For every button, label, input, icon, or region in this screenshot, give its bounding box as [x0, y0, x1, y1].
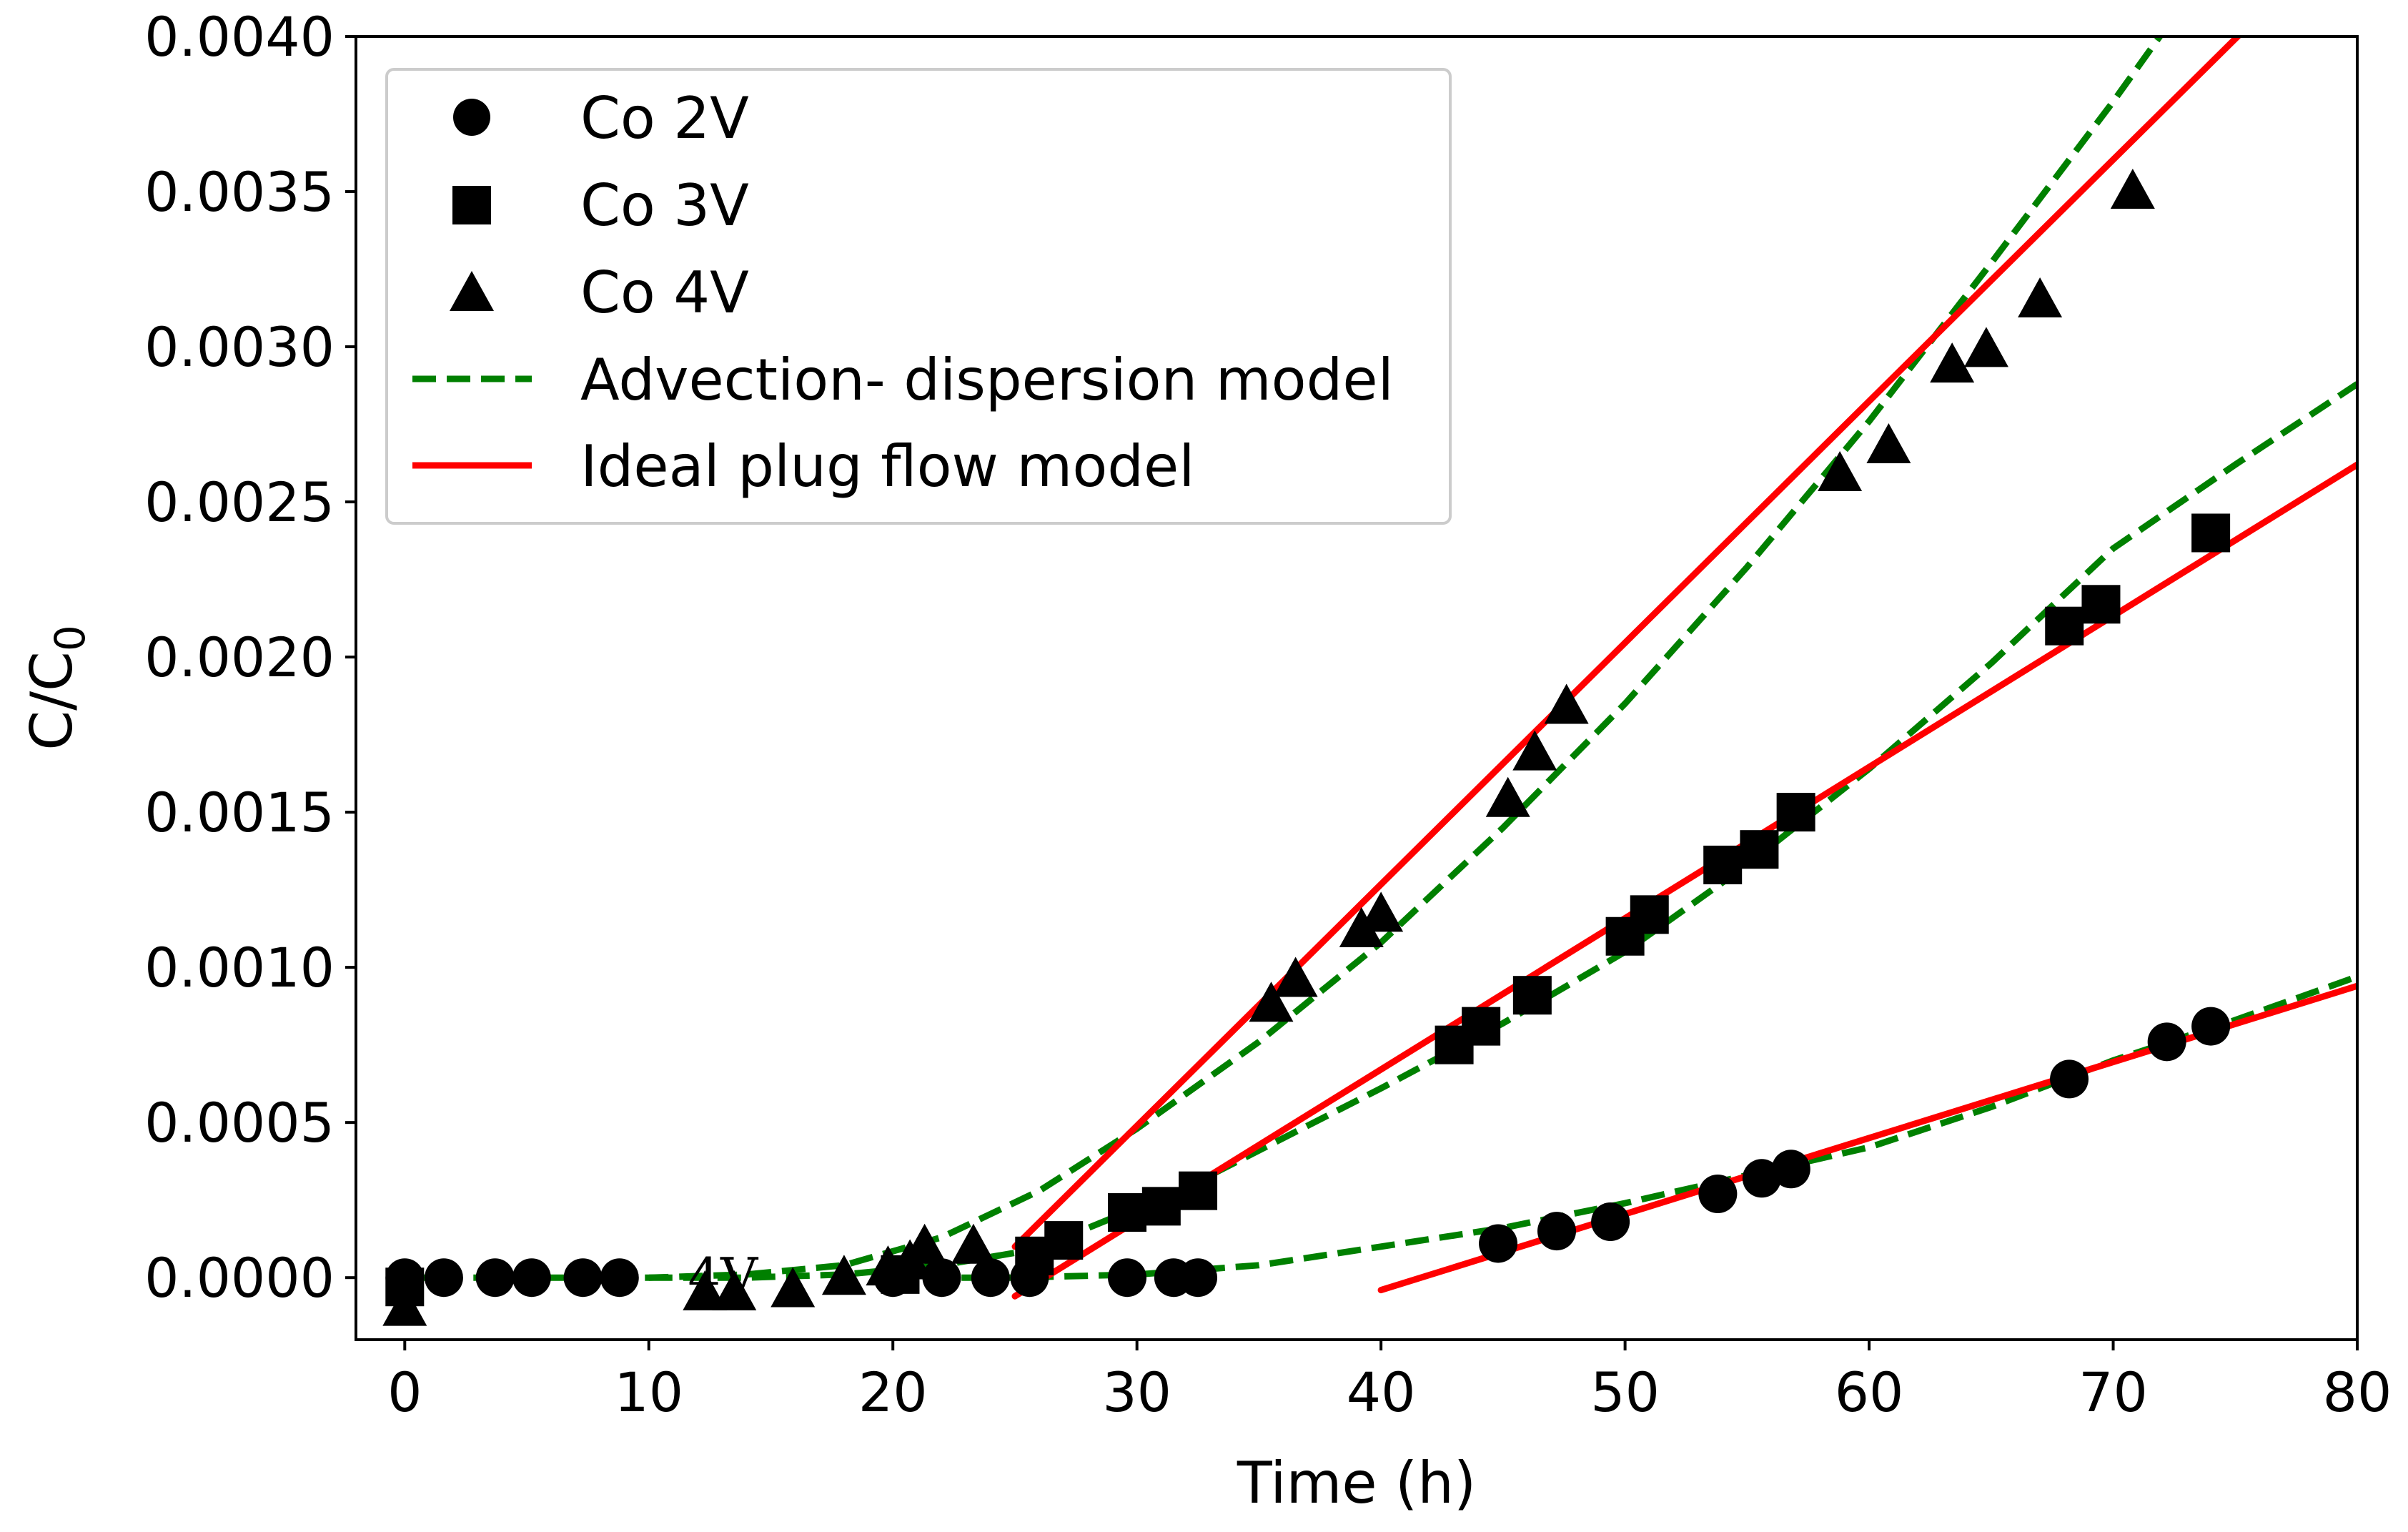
- y-tick-label: 0.0015: [144, 781, 335, 844]
- point-co-2v: [600, 1258, 639, 1298]
- point-co-2v: [1537, 1212, 1576, 1251]
- legend-marker-co-3v: [452, 186, 491, 224]
- x-tick-label: 0: [387, 1360, 422, 1424]
- ideal-plug-flow-line-0: [1011, 36, 2243, 1250]
- point-co-2v: [2050, 1059, 2089, 1099]
- point-co-2v: [1698, 1174, 1738, 1213]
- point-co-2v: [1479, 1224, 1518, 1263]
- y-axis-label: C/C0: [19, 625, 94, 751]
- point-co-4v: [382, 1285, 427, 1326]
- point-co-2v: [1591, 1202, 1630, 1242]
- point-co-3v: [1108, 1193, 1147, 1232]
- point-co-3v: [2081, 585, 2121, 624]
- x-tick-label: 10: [614, 1360, 683, 1424]
- point-co-2v: [1742, 1159, 1781, 1198]
- legend-label-co-2v: Co 2V: [580, 85, 749, 152]
- point-co-4v: [1512, 730, 1557, 771]
- y-axis-label-main: C/C: [19, 651, 85, 751]
- point-co-4v: [1963, 327, 2008, 367]
- x-tick-label: 40: [1347, 1360, 1416, 1424]
- point-co-3v: [2045, 606, 2084, 646]
- point-co-4v: [2018, 277, 2063, 317]
- legend-box: [385, 68, 1452, 525]
- point-co-3v: [1179, 1171, 1218, 1210]
- y-axis: 0.0000 0.0005 0.0010 0.0015 0.0020 0.0025 0.00…: [144, 5, 356, 1310]
- x-tick-label: 50: [1590, 1360, 1660, 1424]
- y-tick-label: 0.0010: [144, 936, 335, 999]
- point-co-2v: [2147, 1022, 2186, 1062]
- x-tick-label: 80: [2323, 1360, 2392, 1424]
- legend-marker-co-4v: [450, 271, 494, 311]
- x-tick-label: 60: [1835, 1360, 1904, 1424]
- point-co-2v: [922, 1258, 961, 1298]
- point-co-3v: [1703, 845, 1743, 884]
- point-co-3v: [2191, 513, 2231, 553]
- point-co-4v: [771, 1267, 816, 1308]
- legend-marker-co-2v: [453, 99, 490, 136]
- point-co-4v: [1359, 891, 1404, 932]
- legend-label-ideal-plug-flow: Ideal plug flow model: [580, 433, 1195, 500]
- point-co-2v: [424, 1258, 463, 1298]
- point-co-4v: [2110, 169, 2155, 209]
- x-tick-label: 70: [2078, 1360, 2148, 1424]
- x-tick-label: 20: [858, 1360, 928, 1424]
- point-co-4v: [1818, 451, 1863, 492]
- point-co-4v: [1485, 776, 1530, 817]
- point-co-3v: [1630, 895, 1669, 934]
- x-tick-label: 30: [1102, 1360, 1171, 1424]
- plot-area: [382, 36, 2357, 1326]
- point-co-3v: [1776, 793, 1815, 832]
- point-co-4v: [1930, 342, 1975, 383]
- point-co-2v: [2191, 1007, 2231, 1046]
- annotation-4v: 4V: [688, 1247, 759, 1307]
- x-axis: 0 10 20 30 40 50 60 70 80: [387, 1340, 2392, 1424]
- legend-label-advection-dispersion: Advection- dispersion model: [580, 347, 1394, 413]
- point-co-2v: [1179, 1258, 1218, 1298]
- point-co-4v: [1544, 683, 1589, 724]
- legend-label-co-4v: Co 4V: [580, 260, 749, 326]
- legend: Co 2V Co 3V Co 4V Advection- dispersion …: [385, 68, 1452, 525]
- point-co-3v: [1512, 976, 1552, 1015]
- point-co-4v: [1273, 957, 1318, 997]
- point-co-2v: [475, 1258, 515, 1298]
- x-axis-label: Time (h): [1237, 1450, 1476, 1516]
- point-co-4v: [712, 1270, 757, 1310]
- point-co-3v: [1044, 1221, 1084, 1260]
- y-axis-label-subscript: 0: [46, 625, 94, 651]
- point-co-2v: [1771, 1150, 1810, 1189]
- y-tick-label: 0.0025: [144, 470, 335, 534]
- point-co-3v: [1141, 1187, 1181, 1226]
- point-co-4v: [902, 1223, 947, 1264]
- point-co-4v: [1866, 422, 1911, 463]
- point-co-2v: [563, 1258, 603, 1298]
- point-co-4v: [683, 1270, 728, 1310]
- plot-frame: [355, 35, 2359, 1341]
- point-co-4v: [821, 1255, 866, 1295]
- point-co-3v: [1740, 830, 1779, 869]
- y-tick-label: 0.0040: [144, 5, 335, 69]
- legend-label-co-3v: Co 3V: [580, 172, 749, 239]
- y-tick-label: 0.0020: [144, 626, 335, 689]
- ideal-plug-flow-line-1: [1011, 461, 2357, 1300]
- point-co-2v: [512, 1258, 551, 1298]
- y-tick-label: 0.0030: [144, 315, 335, 379]
- y-tick-label: 0.0000: [144, 1246, 335, 1310]
- y-tick-label: 0.0005: [144, 1091, 335, 1155]
- point-co-4v: [951, 1223, 996, 1264]
- point-co-2v: [971, 1258, 1010, 1298]
- point-co-3v: [1462, 1007, 1501, 1046]
- point-co-4v: [1249, 982, 1294, 1022]
- point-co-2v: [1108, 1258, 1147, 1298]
- y-tick-label: 0.0035: [144, 160, 335, 224]
